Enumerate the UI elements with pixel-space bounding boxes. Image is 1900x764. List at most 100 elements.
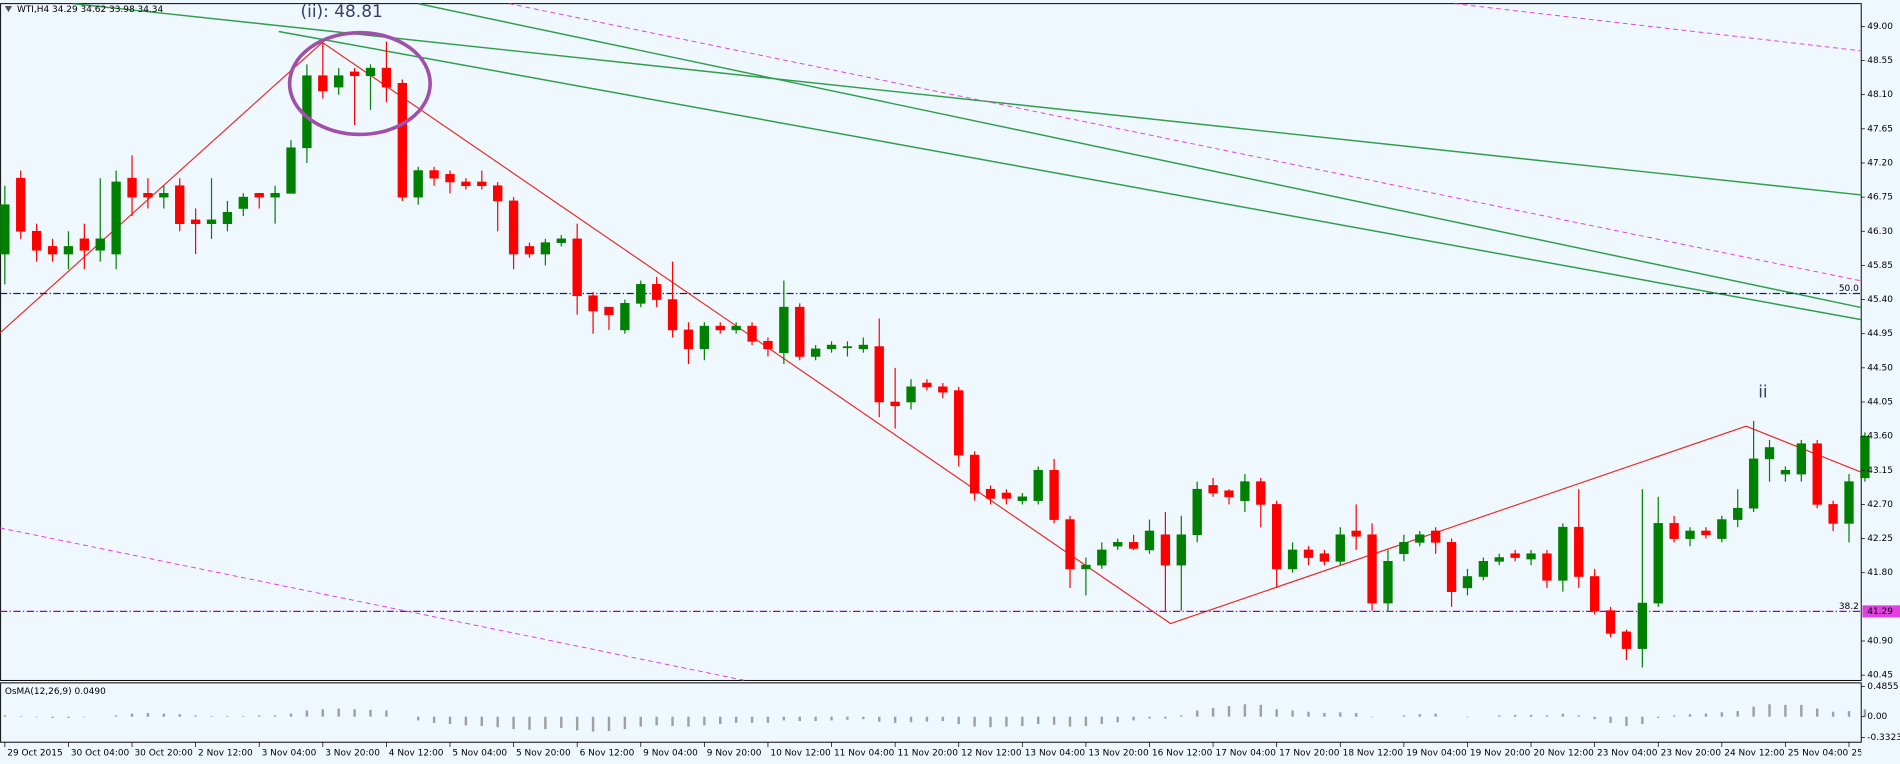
price-axis: 49.00 48.55 48.10 47.65 47.20 46.75 46.30 45.85… [1861,22,1900,743]
osma-bar [1164,716,1167,719]
trend-line [72,3,1862,196]
y-tick-label: 40.90 [1867,637,1893,647]
x-tick-label: 6 Nov 12:00 [580,749,635,759]
candle-body [79,238,90,251]
price-tag [1862,605,1900,618]
osma-bar [512,716,515,730]
x-tick-label: 25 Nov 20:00 [1851,749,1900,759]
candle-body [1669,523,1679,539]
osma-bar [1100,716,1104,725]
osma-bar [1545,715,1549,717]
candle-body [349,71,360,77]
osma-bar [416,716,420,721]
candle-body [1128,542,1139,549]
osma-bar [3,715,7,717]
x-tick-label: 16 Nov 12:00 [1152,749,1213,759]
candle-body [31,230,42,251]
x-tick-label: 2 Nov 12:00 [198,749,253,759]
osma-bar [1863,709,1867,717]
candle-body [1478,561,1489,577]
osma-bar [591,716,595,732]
osma-bar [337,708,340,717]
osma-bar [719,716,722,725]
osma-bar [814,716,817,722]
wave-zigzag [0,41,1862,625]
osma-bar [623,716,627,730]
candle-body [1415,534,1425,543]
osma-bar [925,716,929,722]
candle-body [127,177,137,198]
osma-bar [1037,716,1040,725]
candle-body [445,174,455,183]
x-tick-label: 11 Nov 04:00 [834,749,895,759]
x-tick-label: 19 Nov 20:00 [1470,749,1531,759]
candle-body [270,193,280,198]
osma-bar [575,716,579,731]
candle-body [254,193,264,198]
osma-bar [1323,712,1326,717]
candle-body [715,325,725,331]
osma-bar [1195,710,1199,717]
candle-body [747,325,757,342]
x-tick-label: 13 Nov 04:00 [1025,749,1086,759]
osma-bar [1116,716,1119,723]
candle-body [1287,549,1298,570]
candle-body [636,284,646,304]
x-tick-label: 5 Nov 04:00 [452,749,507,759]
osma-bar [353,709,356,717]
osma-bar [1609,716,1612,723]
highlight-circle [287,30,432,137]
osma-bar [242,716,245,717]
y-tick-label: 46.30 [1867,227,1893,237]
candle-body [1701,530,1711,536]
candle-body [1510,553,1520,558]
osma-bar [496,716,499,728]
osma-bar [1180,715,1183,717]
osma-bar [1752,706,1755,717]
candle-body [286,147,296,194]
x-tick-label: 3 Nov 20:00 [325,749,380,759]
candle-body [1796,443,1806,475]
channel-line [508,3,1862,282]
candle-body [1526,553,1536,560]
osma-bar [1370,716,1374,718]
candle-body [1542,553,1552,581]
candle-body [1081,564,1091,570]
candle-body [397,83,407,198]
osma-bar [1211,707,1215,717]
candle-body [16,177,26,232]
osma-bar [782,716,786,721]
candle-body [874,346,884,403]
osma-bar [607,716,611,732]
y-tick-label: 40.45 [1867,671,1893,681]
osma-bar [1672,715,1676,717]
y-tick-label: 44.95 [1867,329,1893,339]
candle-body [699,325,710,350]
levels: 50.0 38.2 [0,284,1862,612]
candle-body [413,170,423,198]
osma-bar [1005,716,1008,727]
candle-body [143,193,153,198]
candle-body [1558,526,1568,581]
candle-body [620,303,630,331]
trend-line [417,3,1862,309]
osma-bar [83,716,86,718]
osma-bar [1593,716,1596,720]
osma-bar [703,716,706,726]
candle-body [1224,490,1234,498]
indicator-title: OsMA(12,26,9) 0.0490 [5,687,106,697]
y-tick-label: 48.10 [1867,90,1893,100]
y-tick-label: 45.85 [1867,261,1893,271]
y-tick-label: 43.15 [1867,466,1893,476]
x-tick-label: 24 Nov 12:00 [1724,749,1785,759]
osma-bar [321,709,325,717]
candle-body [381,67,392,88]
osma-bar [146,712,150,717]
osma-bar [178,714,181,717]
osma-bar [1275,709,1278,717]
x-tick-label: 17 Nov 20:00 [1279,749,1340,759]
osma-bar [528,716,531,730]
x-tick-label: 9 Nov 20:00 [707,749,762,759]
osma-bar [1354,712,1358,717]
candle-body [651,284,662,300]
